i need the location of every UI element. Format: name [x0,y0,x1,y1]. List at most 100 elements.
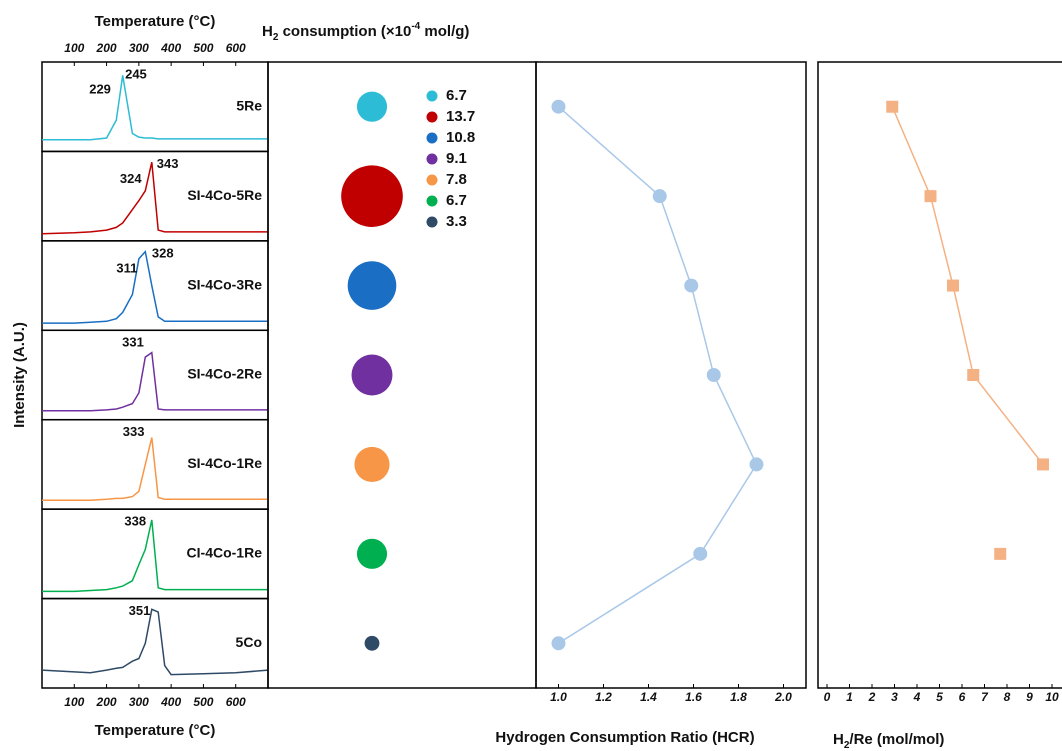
tpr-curve [41,608,269,676]
x-tick-label: 500 [193,695,213,709]
x-tick-label: 200 [96,695,117,709]
x-axis-title-part: H [833,731,844,748]
x-tick-label: 4 [913,690,921,704]
legend-label: 6.7 [446,192,467,209]
legend-label: 6.7 [446,87,467,104]
x-tick-label: 600 [226,695,246,709]
x-tick-label-top: 600 [226,41,246,55]
bubble-title: H2 consumption (×10-4 mol/g) [262,21,469,43]
x-tick-label: 8 [1004,690,1011,704]
peak-label: 338 [124,514,146,529]
legend-marker [426,90,438,102]
x-tick-label: 6 [959,690,966,704]
bubble-title-part: 2 [273,32,279,43]
sample-label: SI-4Co-2Re [187,366,262,382]
ratio-point [967,369,980,381]
hcr-point [652,189,667,204]
x-axis-title-top: Temperature (°C) [95,13,216,30]
sample-label: 5Re [236,97,262,113]
x-tick-label: 1.2 [595,690,612,704]
tpr-curve [42,249,268,324]
x-axis-title: Hydrogen Consumption Ratio (HCR) [495,729,754,746]
legend-marker [426,153,438,165]
x-tick-label: 10 [1045,690,1059,704]
x-tick-label: 1.4 [640,690,657,704]
x-tick-label-top: 400 [160,41,181,55]
ratio-point [994,547,1007,560]
sample-label: SI-4Co-5Re [187,187,262,203]
ratio-point [886,100,899,113]
sample-label: CI-4Co-1Re [187,545,263,561]
hcr-point [684,278,699,293]
tpr-curve [41,162,268,235]
x-tick-label: 5 [936,690,943,704]
x-tick-label-top: 500 [193,41,213,55]
bubble [356,91,388,122]
peak-label: 311 [116,260,137,275]
x-tick-label-top: 200 [96,41,117,55]
x-tick-label: 1 [846,690,853,704]
panel-frame [817,61,1062,689]
x-tick-label: 0 [824,690,831,704]
tpr-curve [42,519,268,593]
row-frame [41,597,269,689]
hcr-point [749,457,764,472]
hcr-line [558,106,758,644]
legend-marker [426,195,438,207]
legend-label: 10.8 [446,129,475,146]
peak-label: 245 [125,66,147,81]
y-axis-title: Intensity (A.U.) [11,322,28,428]
x-tick-label: 9 [1026,690,1033,704]
x-axis-title-part: 2 [844,740,850,751]
bubble [351,354,393,396]
peak-label: 328 [152,245,174,260]
tpr-curve [42,351,268,412]
legend-marker [426,174,438,186]
legend-marker [426,216,438,228]
x-tick-label: 2.0 [774,690,792,704]
hcr-point [551,99,566,114]
legend-marker [426,132,438,144]
tpr-curve [42,437,268,501]
x-tick-label: 100 [64,695,84,709]
legend-marker [426,111,438,123]
peak-label: 333 [123,424,145,439]
x-tick-label-top: 300 [129,41,149,55]
ratio-point [947,279,959,292]
peak-label: 343 [157,156,179,171]
sample-label: 5Co [236,634,262,650]
x-tick-label: 400 [160,695,181,709]
hcr-point [693,546,708,561]
hcr-point [706,368,721,382]
hcr-point [551,636,566,651]
x-tick-label: 7 [981,690,989,704]
x-tick-label: 1.6 [685,690,702,704]
bubble [354,446,390,482]
sample-label: SI-4Co-1Re [187,455,262,471]
bubble-title-part: -4 [411,21,420,32]
x-axis-title-part: /Re (mol/mol) [849,731,944,748]
bubble-title-part: consumption (×10 [278,23,411,40]
peak-label: 324 [120,171,142,186]
x-axis-title: H2/Re (mol/mol) [833,731,944,751]
x-tick-label: 1.0 [550,690,567,704]
legend-label: 13.7 [446,108,475,125]
peak-label: 351 [129,603,151,618]
sample-label: SI-4Co-3Re [187,276,262,292]
tpr-curve [42,75,268,141]
bubble [347,261,397,310]
x-axis-title: Temperature (°C) [95,722,216,739]
legend-label: 3.3 [446,213,467,230]
x-tick-label: 1.8 [730,690,747,704]
bubble-title-part: H [262,23,273,40]
peak-label: 331 [122,335,144,350]
bubble-title-part: mol/g) [420,23,469,40]
peak-label: 229 [89,81,111,96]
bubble [364,635,380,651]
panel-frame [267,61,537,689]
bubble [356,538,388,569]
x-tick-label: 2 [868,690,876,704]
legend-label: 9.1 [446,150,467,167]
ratio-point [924,190,937,203]
